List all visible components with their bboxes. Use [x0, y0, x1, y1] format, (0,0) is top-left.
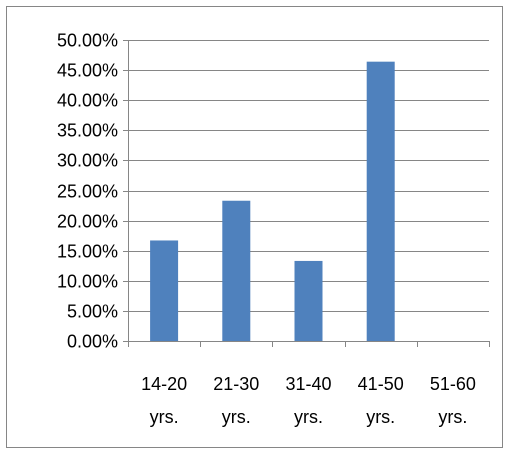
bar [366, 61, 395, 342]
y-tick-label: 50.00% [57, 31, 118, 51]
y-tick-label: 0.00% [67, 332, 118, 352]
x-category-labels: 14-20 yrs. 21-30 yrs. 31-40 yrs. 41-50 yrs. 51-6… [141, 374, 476, 427]
y-tick-label: 5.00% [67, 302, 118, 322]
bar [150, 240, 179, 341]
x-category-label: yrs. [222, 407, 251, 427]
y-tick-label: 25.00% [57, 182, 118, 202]
x-category-label: 51-60 [430, 374, 476, 394]
y-tick-label: 15.00% [57, 242, 118, 262]
y-tick-label: 40.00% [57, 91, 118, 111]
x-category-label: 31-40 [285, 374, 331, 394]
y-tick-labels: 0.00% 5.00% 10.00% 15.00% 20.00% 25.00% 30.00%… [57, 31, 118, 352]
x-category-label: yrs. [366, 407, 395, 427]
gridlines [128, 40, 489, 312]
y-tick-label: 30.00% [57, 151, 118, 171]
bar [294, 260, 323, 341]
y-tick-label: 45.00% [57, 61, 118, 81]
y-tick-label: 20.00% [57, 212, 118, 232]
x-category-label: 21-30 [213, 374, 259, 394]
axes [123, 40, 490, 347]
x-category-label: yrs. [294, 407, 323, 427]
x-category-label: yrs. [150, 407, 179, 427]
x-category-label: 41-50 [358, 374, 404, 394]
y-tick-label: 35.00% [57, 121, 118, 141]
x-category-label: 14-20 [141, 374, 187, 394]
chart-frame [6, 6, 503, 448]
bar [222, 200, 251, 341]
bars [150, 61, 395, 342]
x-category-label: yrs. [438, 407, 467, 427]
y-tick-label: 10.00% [57, 272, 118, 292]
